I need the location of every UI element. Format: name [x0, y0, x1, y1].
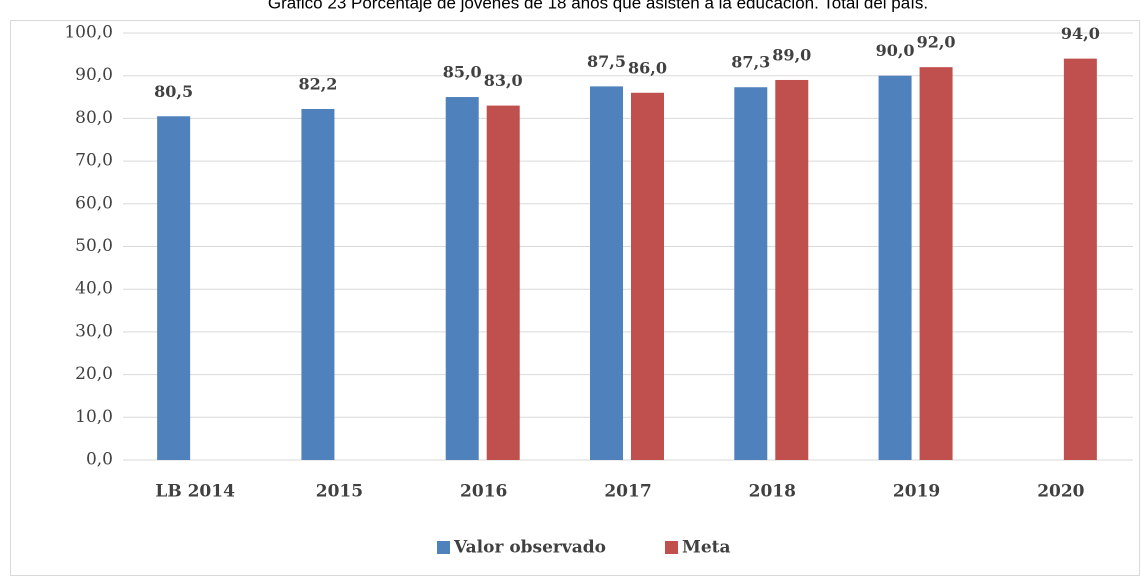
bar: [919, 67, 953, 460]
bar: [1063, 58, 1097, 461]
y-tick-label: 10,0: [75, 407, 113, 427]
bar: [878, 75, 912, 460]
y-tick-label: 40,0: [75, 279, 113, 299]
value-label: 83,0: [484, 71, 523, 90]
bar: [734, 87, 768, 460]
legend-swatch: [665, 541, 678, 554]
value-label: 89,0: [772, 45, 811, 64]
x-tick-label: LB 2014: [155, 482, 235, 502]
value-label: 90,0: [876, 41, 915, 60]
y-tick-label: 50,0: [75, 236, 113, 256]
x-tick-label: 2018: [749, 482, 796, 502]
value-label: 80,5: [154, 82, 193, 101]
bar: [631, 92, 664, 460]
bar: [590, 86, 623, 460]
y-tick-label: 70,0: [75, 151, 113, 171]
y-tick-label: 100,0: [64, 23, 113, 43]
bar: [445, 97, 479, 461]
chart-title: Gráfico 23 Porcentaje de jóvenes de 18 a…: [268, 0, 928, 12]
legend-swatch: [437, 541, 450, 554]
bar: [486, 105, 520, 460]
y-tick-label: 20,0: [75, 364, 113, 384]
legend-label: Valor observado: [453, 538, 606, 558]
x-tick-label: 2015: [316, 482, 363, 502]
y-tick-label: 0,0: [86, 450, 113, 470]
value-label: 86,0: [628, 58, 667, 77]
y-tick-label: 60,0: [75, 193, 113, 213]
x-tick-label: 2017: [604, 482, 651, 502]
value-label: 94,0: [1061, 24, 1100, 43]
y-tick-label: 90,0: [75, 65, 113, 85]
legend-label: Meta: [682, 538, 731, 558]
value-label: 85,0: [443, 63, 482, 82]
y-tick-label: 30,0: [75, 321, 113, 341]
x-tick-label: 2016: [460, 482, 507, 502]
bar: [157, 116, 191, 460]
value-label: 92,0: [917, 33, 956, 52]
x-tick-label: 2020: [1037, 482, 1084, 502]
bar: [301, 109, 335, 461]
x-tick-label: 2019: [893, 482, 940, 502]
y-tick-label: 80,0: [75, 108, 113, 128]
value-label: 87,3: [731, 53, 770, 72]
bar: [775, 79, 809, 460]
value-label: 82,2: [298, 75, 337, 94]
value-label: 87,5: [587, 52, 626, 71]
